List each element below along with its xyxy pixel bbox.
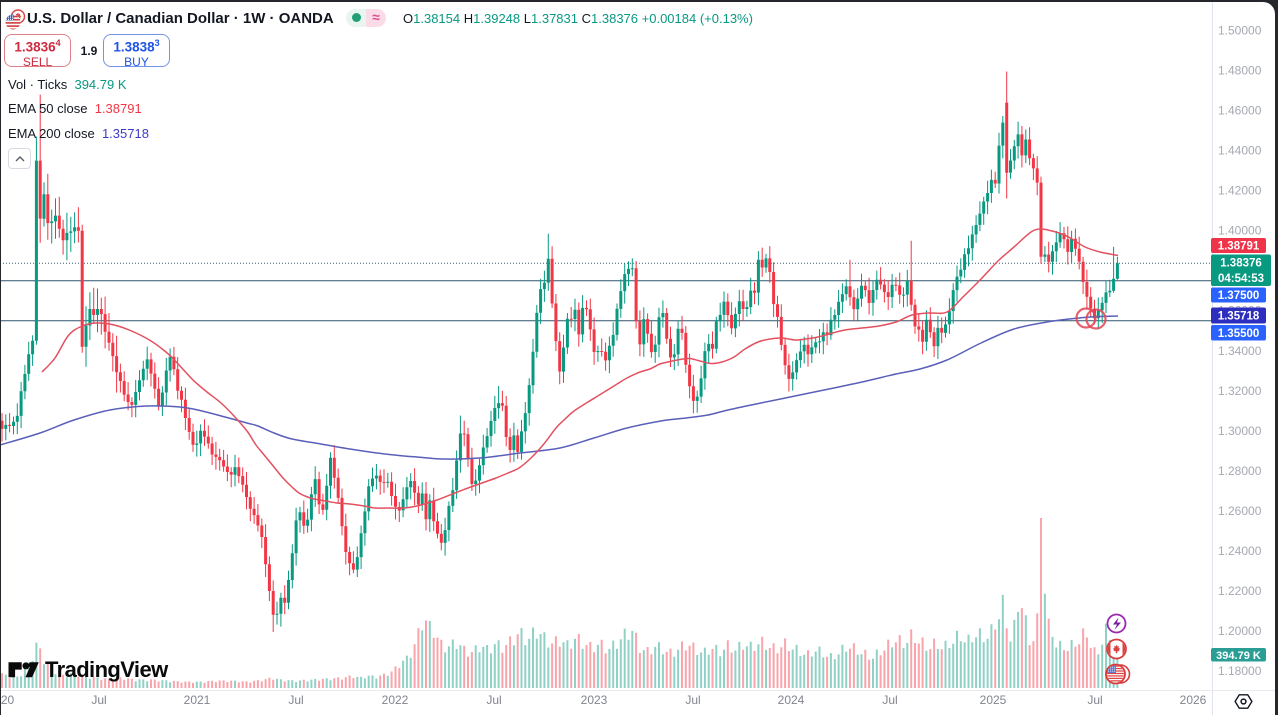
svg-text:Jul: Jul xyxy=(882,693,897,707)
svg-text:1.40000: 1.40000 xyxy=(1218,224,1262,238)
svg-text:394.79 K: 394.79 K xyxy=(1216,650,1261,662)
svg-text:Jul: Jul xyxy=(91,693,106,707)
svg-text:2025: 2025 xyxy=(980,693,1007,707)
svg-text:1.50000: 1.50000 xyxy=(1218,24,1262,38)
svg-text:1.48000: 1.48000 xyxy=(1218,64,1262,78)
svg-text:2026: 2026 xyxy=(1180,693,1207,707)
svg-text:1.26000: 1.26000 xyxy=(1218,504,1262,518)
svg-text:1.35718: 1.35718 xyxy=(1218,311,1260,323)
svg-text:1.30000: 1.30000 xyxy=(1218,424,1262,438)
svg-text:1.46000: 1.46000 xyxy=(1218,104,1262,118)
svg-text:1.44000: 1.44000 xyxy=(1218,144,1262,158)
svg-text:Jul: Jul xyxy=(685,693,700,707)
svg-text:20: 20 xyxy=(1,693,15,707)
svg-text:1.37500: 1.37500 xyxy=(1218,290,1260,302)
svg-text:2023: 2023 xyxy=(581,693,608,707)
svg-text:1.42000: 1.42000 xyxy=(1218,184,1262,198)
svg-text:1.38791: 1.38791 xyxy=(1218,241,1260,253)
svg-text:1.22000: 1.22000 xyxy=(1218,584,1262,598)
svg-text:1.20000: 1.20000 xyxy=(1218,624,1262,638)
svg-text:1.34000: 1.34000 xyxy=(1218,344,1262,358)
svg-text:1.18000: 1.18000 xyxy=(1218,664,1262,678)
svg-text:1.35500: 1.35500 xyxy=(1218,328,1260,340)
svg-text:2022: 2022 xyxy=(382,693,409,707)
svg-text:1.32000: 1.32000 xyxy=(1218,384,1262,398)
svg-text:04:54:53: 04:54:53 xyxy=(1218,273,1264,285)
svg-text:1.38376: 1.38376 xyxy=(1220,257,1262,269)
svg-text:2021: 2021 xyxy=(184,693,211,707)
svg-text:1.24000: 1.24000 xyxy=(1218,544,1262,558)
svg-text:Jul: Jul xyxy=(486,693,501,707)
svg-text:Jul: Jul xyxy=(288,693,303,707)
svg-text:2024: 2024 xyxy=(778,693,805,707)
svg-text:Jul: Jul xyxy=(1087,693,1102,707)
svg-text:1.28000: 1.28000 xyxy=(1218,464,1262,478)
